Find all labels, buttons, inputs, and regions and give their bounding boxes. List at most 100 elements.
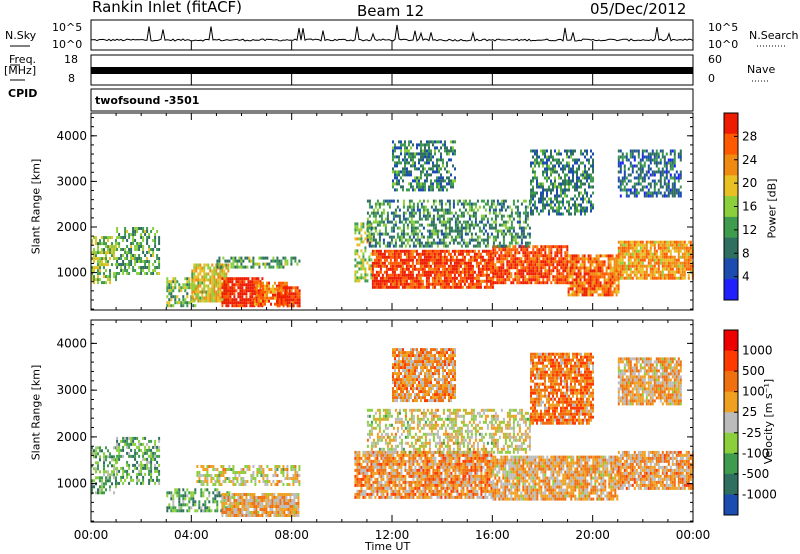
data-cell <box>613 266 616 270</box>
data-cell <box>407 273 410 277</box>
data-cell <box>627 252 630 256</box>
data-cell <box>623 170 626 174</box>
data-cell <box>564 260 567 264</box>
data-cell <box>380 214 383 218</box>
data-cell <box>538 263 541 267</box>
data-cell <box>364 231 367 235</box>
data-cell <box>168 289 171 293</box>
data-cell <box>134 248 137 251</box>
data-cell <box>251 298 254 302</box>
data-cell <box>675 267 678 271</box>
data-cell <box>395 282 398 286</box>
data-cell <box>655 258 658 262</box>
data-cell <box>95 236 97 240</box>
data-cell <box>130 245 133 248</box>
data-cell <box>500 217 503 221</box>
data-cell <box>105 254 107 258</box>
data-cell <box>639 167 642 171</box>
data-cell <box>522 281 525 285</box>
data-cell <box>520 202 523 206</box>
data-cell <box>675 261 678 265</box>
data-cell <box>524 205 527 209</box>
data-cell <box>577 281 580 285</box>
data-cell <box>207 266 210 270</box>
data-cell <box>459 276 462 280</box>
data-cell <box>385 255 388 259</box>
data-cell <box>422 164 424 168</box>
data-cell <box>469 255 472 259</box>
data-cell <box>574 182 576 186</box>
data-cell <box>524 281 527 285</box>
data-cell <box>292 256 295 260</box>
data-cell <box>586 209 588 213</box>
data-cell <box>469 270 472 274</box>
data-cell <box>530 209 532 213</box>
data-cell <box>534 158 536 162</box>
data-cell <box>260 284 262 288</box>
data-cell <box>470 202 473 206</box>
data-cell <box>502 229 505 233</box>
data-cell <box>562 188 564 192</box>
data-cell <box>152 227 155 230</box>
data-cell <box>384 226 387 230</box>
data-cell <box>389 282 392 286</box>
data-cell <box>669 173 672 177</box>
data-cell <box>148 248 151 251</box>
data-cell <box>132 266 135 269</box>
data-cell <box>454 140 456 144</box>
data-cell <box>203 269 206 273</box>
data-cell <box>450 140 452 144</box>
data-cell <box>398 170 400 174</box>
data-cell <box>154 236 157 239</box>
data-cell <box>107 464 109 468</box>
data-cell <box>408 182 410 186</box>
data-cell <box>191 284 194 288</box>
data-cell <box>440 158 442 162</box>
data-cell <box>453 249 456 253</box>
data-cell <box>111 263 113 267</box>
data-cell <box>592 152 594 156</box>
data-cell <box>506 251 509 255</box>
data-cell <box>544 152 546 156</box>
data-cell <box>625 246 628 250</box>
data-cell <box>570 167 572 171</box>
data-cell <box>382 232 385 236</box>
data-cell <box>498 257 501 261</box>
data-cell <box>382 199 385 203</box>
data-cell <box>459 252 462 256</box>
data-cell <box>461 285 464 289</box>
data-cell <box>97 467 99 471</box>
data-cell <box>657 264 660 268</box>
data-cell <box>251 280 254 284</box>
data-cell <box>398 146 400 150</box>
data-cell <box>450 185 452 189</box>
nsearch-label: N.Search <box>749 29 799 42</box>
data-cell <box>391 273 394 277</box>
data-cell <box>516 272 519 276</box>
data-cell <box>450 179 452 183</box>
data-cell <box>458 208 461 212</box>
data-cell <box>128 266 131 269</box>
data-cell <box>526 251 529 255</box>
data-cell <box>516 241 519 245</box>
data-cell <box>395 279 398 283</box>
data-cell <box>599 266 602 270</box>
data-cell <box>120 263 123 266</box>
data-cell <box>411 279 414 283</box>
data-cell <box>278 265 281 269</box>
data-cell <box>268 262 271 266</box>
data-cell <box>671 182 674 186</box>
data-cell <box>550 149 552 153</box>
data-cell <box>399 255 402 259</box>
data-cell <box>552 188 554 192</box>
data-cell <box>97 281 99 285</box>
data-cell <box>360 234 363 238</box>
data-cell <box>653 267 656 271</box>
data-cell <box>542 194 544 198</box>
data-cell <box>457 264 460 268</box>
data-cell <box>213 266 216 270</box>
data-cell <box>452 238 455 242</box>
data-cell <box>576 185 578 189</box>
data-cell <box>500 275 503 279</box>
data-cell <box>261 277 264 281</box>
